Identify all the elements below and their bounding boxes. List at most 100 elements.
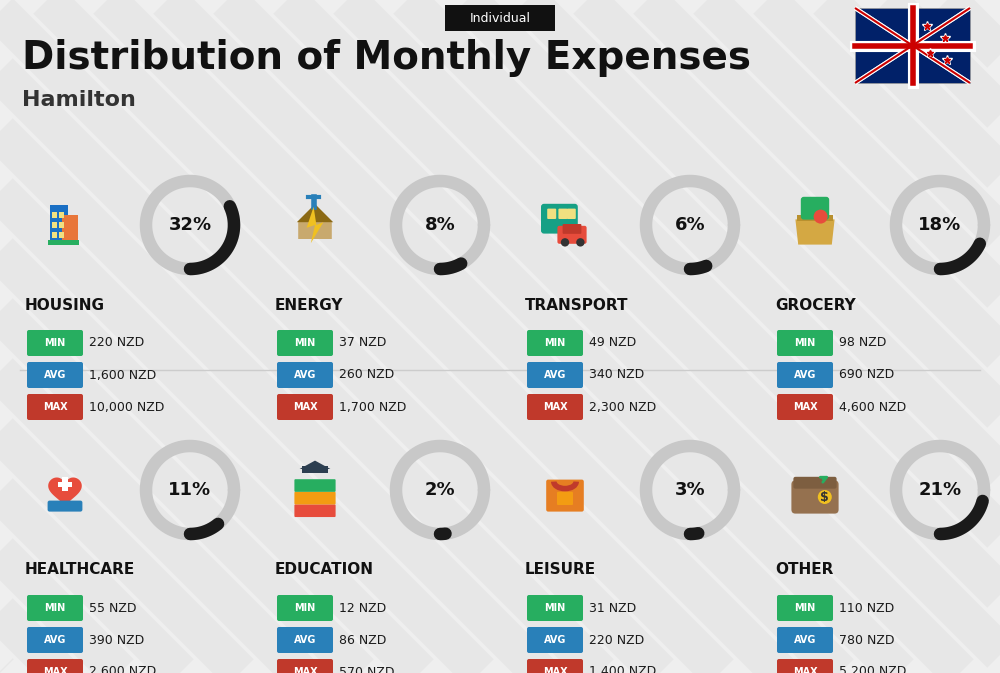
FancyBboxPatch shape — [797, 215, 833, 221]
FancyBboxPatch shape — [27, 595, 83, 621]
Text: 390 NZD: 390 NZD — [89, 633, 144, 647]
FancyBboxPatch shape — [563, 224, 581, 234]
Text: MAX: MAX — [543, 667, 567, 673]
Text: 2,600 NZD: 2,600 NZD — [89, 666, 156, 673]
FancyBboxPatch shape — [445, 5, 555, 31]
Text: ENERGY: ENERGY — [275, 297, 344, 312]
FancyBboxPatch shape — [277, 595, 333, 621]
FancyBboxPatch shape — [777, 330, 833, 356]
Text: GROCERY: GROCERY — [775, 297, 856, 312]
Text: 4,600 NZD: 4,600 NZD — [839, 400, 906, 413]
Text: 1,600 NZD: 1,600 NZD — [89, 369, 156, 382]
FancyBboxPatch shape — [777, 595, 833, 621]
Text: 12 NZD: 12 NZD — [339, 602, 386, 614]
Text: 220 NZD: 220 NZD — [589, 633, 644, 647]
Text: 340 NZD: 340 NZD — [589, 369, 644, 382]
FancyBboxPatch shape — [793, 476, 837, 489]
Text: Distribution of Monthly Expenses: Distribution of Monthly Expenses — [22, 39, 751, 77]
FancyBboxPatch shape — [27, 659, 83, 673]
Text: 6%: 6% — [675, 216, 705, 234]
FancyBboxPatch shape — [277, 627, 333, 653]
Text: MIN: MIN — [794, 338, 816, 348]
Text: 21%: 21% — [918, 481, 962, 499]
Text: 86 NZD: 86 NZD — [339, 633, 386, 647]
Text: MIN: MIN — [294, 338, 316, 348]
Text: 11%: 11% — [168, 481, 212, 499]
Text: TRANSPORT: TRANSPORT — [525, 297, 629, 312]
Text: 8%: 8% — [425, 216, 455, 234]
FancyBboxPatch shape — [527, 659, 583, 673]
Text: 49 NZD: 49 NZD — [589, 336, 636, 349]
FancyBboxPatch shape — [48, 501, 82, 511]
FancyBboxPatch shape — [541, 204, 578, 234]
Text: 1,700 NZD: 1,700 NZD — [339, 400, 406, 413]
Circle shape — [561, 238, 569, 246]
Text: 18%: 18% — [918, 216, 962, 234]
FancyBboxPatch shape — [527, 394, 583, 420]
Text: MIN: MIN — [44, 338, 66, 348]
FancyBboxPatch shape — [855, 8, 970, 83]
Text: 31 NZD: 31 NZD — [589, 602, 636, 614]
FancyBboxPatch shape — [777, 362, 833, 388]
Text: AVG: AVG — [44, 370, 66, 380]
FancyBboxPatch shape — [777, 627, 833, 653]
FancyBboxPatch shape — [59, 213, 64, 218]
Text: 10,000 NZD: 10,000 NZD — [89, 400, 164, 413]
Polygon shape — [48, 477, 82, 508]
FancyBboxPatch shape — [59, 222, 64, 227]
FancyBboxPatch shape — [59, 232, 64, 238]
FancyBboxPatch shape — [777, 659, 833, 673]
FancyBboxPatch shape — [294, 504, 336, 517]
Text: 1,400 NZD: 1,400 NZD — [589, 666, 656, 673]
FancyBboxPatch shape — [27, 330, 83, 356]
Text: OTHER: OTHER — [775, 563, 833, 577]
Text: AVG: AVG — [544, 635, 566, 645]
FancyBboxPatch shape — [52, 232, 57, 238]
Polygon shape — [795, 219, 835, 244]
FancyBboxPatch shape — [277, 394, 333, 420]
Text: 110 NZD: 110 NZD — [839, 602, 894, 614]
FancyBboxPatch shape — [557, 492, 573, 505]
Circle shape — [818, 490, 832, 504]
FancyBboxPatch shape — [527, 595, 583, 621]
Text: 2%: 2% — [425, 481, 455, 499]
Text: MAX: MAX — [793, 402, 817, 412]
FancyBboxPatch shape — [777, 394, 833, 420]
Circle shape — [814, 209, 828, 223]
Text: AVG: AVG — [44, 635, 66, 645]
FancyBboxPatch shape — [791, 481, 839, 513]
Text: 2,300 NZD: 2,300 NZD — [589, 400, 656, 413]
Circle shape — [576, 238, 585, 246]
FancyBboxPatch shape — [527, 362, 583, 388]
FancyBboxPatch shape — [294, 479, 336, 492]
Text: EDUCATION: EDUCATION — [275, 563, 374, 577]
Text: 570 NZD: 570 NZD — [339, 666, 394, 673]
Text: MIN: MIN — [544, 338, 566, 348]
FancyBboxPatch shape — [801, 197, 829, 219]
Text: MIN: MIN — [544, 603, 566, 613]
Polygon shape — [297, 204, 333, 222]
FancyBboxPatch shape — [557, 226, 587, 244]
Text: AVG: AVG — [794, 635, 816, 645]
Text: LEISURE: LEISURE — [525, 563, 596, 577]
Text: AVG: AVG — [794, 370, 816, 380]
FancyBboxPatch shape — [277, 362, 333, 388]
Text: MIN: MIN — [294, 603, 316, 613]
Text: 32%: 32% — [168, 216, 212, 234]
FancyBboxPatch shape — [277, 330, 333, 356]
FancyBboxPatch shape — [52, 222, 57, 227]
Text: Individual: Individual — [470, 11, 530, 24]
Text: AVG: AVG — [294, 635, 316, 645]
FancyBboxPatch shape — [27, 362, 83, 388]
FancyBboxPatch shape — [527, 330, 583, 356]
Text: 37 NZD: 37 NZD — [339, 336, 386, 349]
Text: MAX: MAX — [293, 402, 317, 412]
FancyBboxPatch shape — [50, 205, 68, 242]
Text: MAX: MAX — [543, 402, 567, 412]
FancyBboxPatch shape — [62, 477, 68, 491]
Text: 5,200 NZD: 5,200 NZD — [839, 666, 906, 673]
FancyBboxPatch shape — [27, 627, 83, 653]
FancyBboxPatch shape — [58, 482, 72, 487]
FancyBboxPatch shape — [547, 209, 556, 219]
Text: HOUSING: HOUSING — [25, 297, 105, 312]
